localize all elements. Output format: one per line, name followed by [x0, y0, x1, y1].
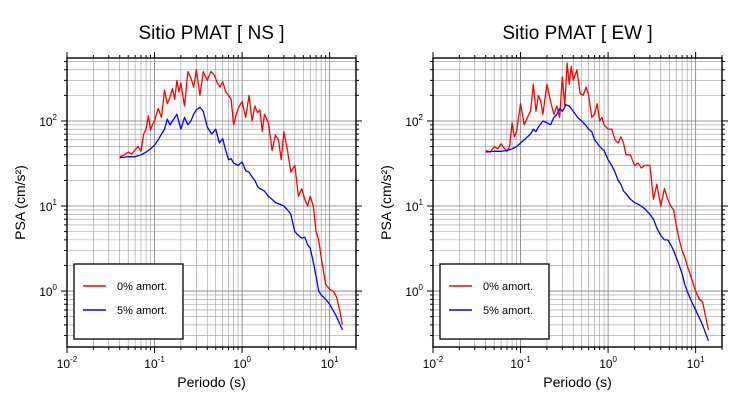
- series-group: [119, 69, 344, 331]
- x-tick-label: 101: [321, 355, 339, 371]
- x-axis-label: Periodo (s): [543, 374, 611, 390]
- legend-box: [439, 263, 550, 340]
- x-tick-label: 100: [599, 355, 617, 371]
- y-tick-label: 102: [405, 113, 423, 129]
- series-line-blue: [119, 106, 344, 331]
- series-line-blue: [485, 104, 710, 342]
- y-axis-label: PSA (cm/s²): [12, 165, 28, 240]
- y-axis-label: PSA (cm/s²): [378, 165, 394, 240]
- legend: 0% amort. 5% amort.: [73, 263, 184, 340]
- x-tick-label: 100: [233, 355, 251, 371]
- chart-ns: Sitio PMAT [ NS ] 10-2 10-1 100 101 100 101 102…: [12, 23, 362, 390]
- legend-label: 5% amort.: [117, 305, 167, 317]
- plot-frame: [432, 57, 723, 348]
- legend-label: 0% amort.: [117, 281, 167, 293]
- x-tick-label: 10-2: [423, 355, 444, 371]
- legend-label: 0% amort.: [483, 281, 533, 293]
- plot-frame: [66, 57, 357, 348]
- y-tick-label: 100: [405, 283, 423, 299]
- x-tick-label: 10-2: [57, 355, 78, 371]
- series-group: [485, 62, 710, 342]
- x-tick-label: 10-1: [510, 355, 531, 371]
- chart-title: Sitio PMAT [ EW ]: [502, 23, 652, 44]
- x-tick-label: 10-1: [144, 355, 165, 371]
- legend-box: [73, 263, 184, 340]
- ticks: [427, 52, 728, 353]
- legend-label: 5% amort.: [483, 305, 533, 317]
- x-tick-label: 101: [687, 355, 705, 371]
- x-axis-label: Periodo (s): [177, 374, 245, 390]
- y-tick-label: 100: [39, 283, 57, 299]
- y-tick-label: 101: [39, 198, 57, 214]
- y-tick-label: 102: [39, 113, 57, 129]
- ticks: [61, 52, 362, 353]
- legend: 0% amort. 5% amort.: [439, 263, 550, 340]
- y-tick-label: 101: [405, 198, 423, 214]
- chart-ew: Sitio PMAT [ EW ] 10-2 10-1 100 101 100 101 102…: [378, 23, 728, 390]
- chart-title: Sitio PMAT [ NS ]: [138, 23, 284, 44]
- series-line-red: [119, 69, 344, 326]
- series-line-red: [485, 62, 710, 330]
